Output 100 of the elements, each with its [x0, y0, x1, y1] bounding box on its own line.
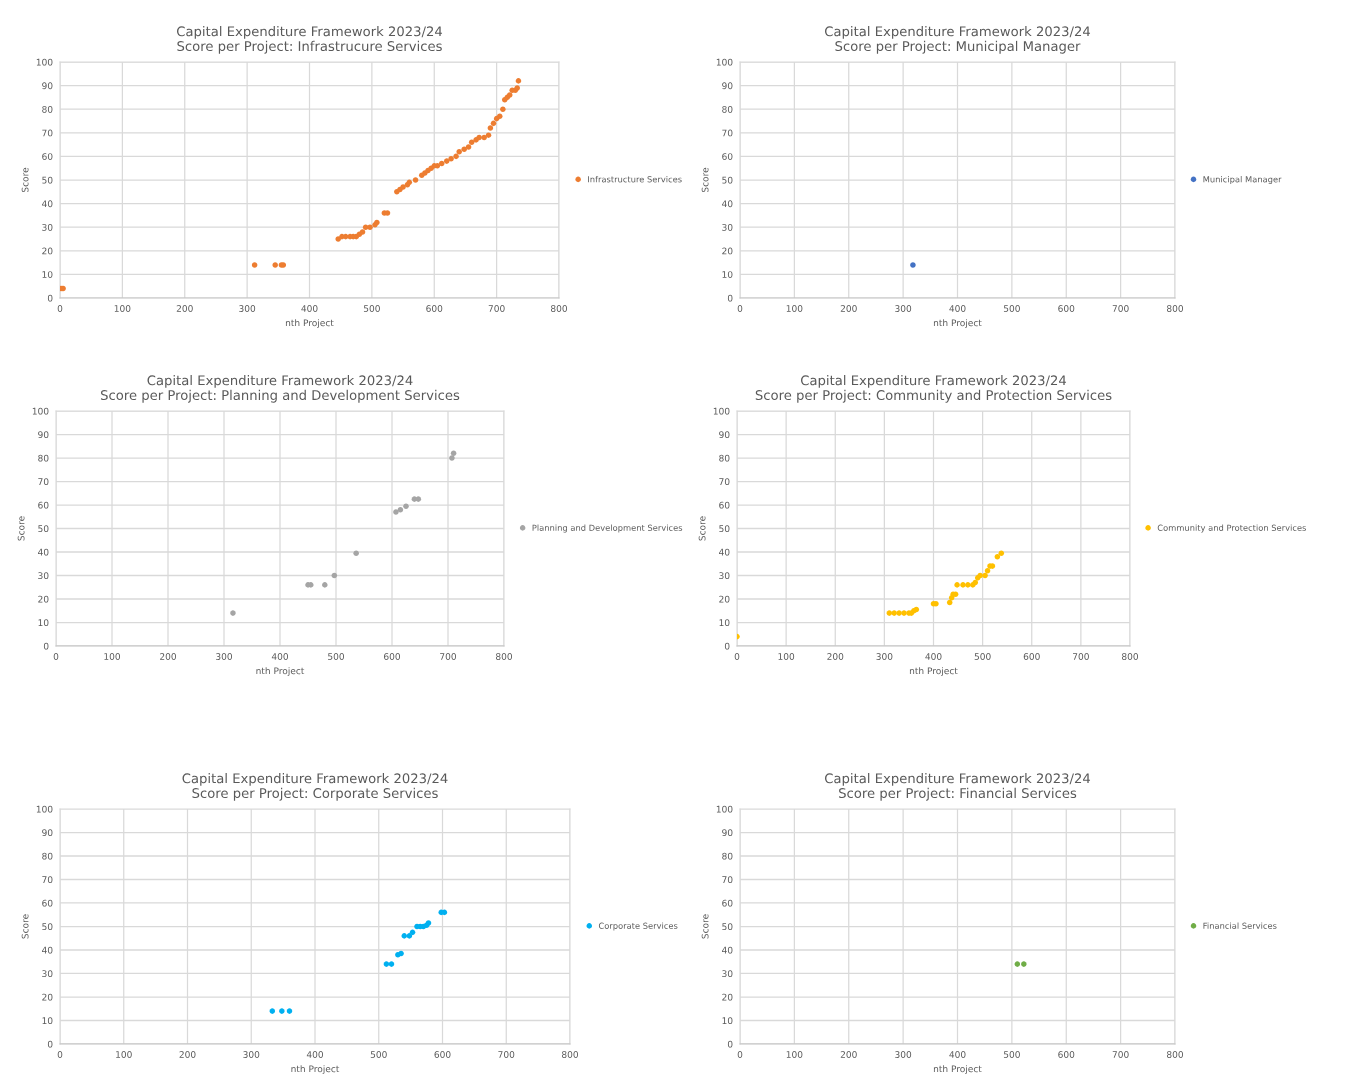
legend-label: Corporate Services — [598, 922, 678, 931]
x-tick-label: 800 — [551, 305, 568, 312]
x-tick-label: 500 — [974, 653, 991, 660]
x-tick-label: 800 — [1167, 1051, 1184, 1058]
y-tick-label: 30 — [722, 970, 733, 978]
x-tick-label: 500 — [328, 653, 345, 660]
y-tick-label: 80 — [719, 454, 730, 462]
y-tick-label: 80 — [42, 852, 53, 860]
y-tick-label: 100 — [36, 805, 53, 813]
x-tick-label: 100 — [104, 653, 121, 660]
x-axis-title: nth Project — [256, 667, 305, 676]
chart-title: Capital Expenditure Framework 2023/24 Score per Project: Infrastrucure Services — [176, 26, 443, 54]
legend-label: Municipal Manager — [1203, 175, 1282, 185]
y-tick-label: 50 — [722, 923, 733, 931]
y-tick-label: 100 — [36, 58, 53, 66]
x-tick-label: 600 — [384, 653, 401, 660]
y-axis-title: Score — [21, 914, 29, 939]
y-axis-title: Score — [21, 167, 29, 193]
x-tick-label: 600 — [1023, 653, 1040, 660]
y-axis-title: Score — [698, 516, 706, 541]
x-tick-label: 600 — [426, 305, 443, 312]
y-axis-title: Score — [701, 914, 709, 939]
chart-title: Capital Expenditure Framework 2023/24 Score per Project: Planning and Development Services — [101, 375, 460, 403]
y-tick-label: 70 — [722, 129, 733, 137]
y-tick-label: 10 — [719, 619, 730, 627]
y-tick-label: 70 — [42, 129, 53, 137]
x-tick-label: 0 — [737, 1051, 743, 1058]
y-tick-label: 100 — [32, 407, 49, 415]
x-tick-label: 700 — [498, 1051, 515, 1058]
x-tick-label: 200 — [840, 1051, 857, 1058]
x-tick-label: 0 — [737, 305, 743, 312]
y-tick-label: 10 — [722, 1017, 733, 1025]
y-tick-label: 90 — [722, 829, 733, 837]
y-tick-label: 90 — [42, 82, 53, 90]
x-tick-label: 400 — [271, 653, 289, 660]
x-tick-label: 400 — [949, 1051, 966, 1058]
x-tick-label: 600 — [1058, 1051, 1075, 1058]
x-axis-title: nth Project — [909, 667, 958, 676]
y-tick-label: 20 — [42, 247, 53, 255]
x-tick-label: 300 — [239, 305, 256, 312]
x-tick-label: 300 — [876, 653, 893, 660]
chart-title: Capital Expenditure Framework 2023/24 Score per Project: Community and Protection Services — [755, 375, 1112, 403]
y-tick-label: 70 — [42, 876, 53, 884]
x-tick-label: 0 — [734, 653, 740, 660]
y-tick-label: 10 — [42, 1017, 53, 1025]
y-tick-label: 20 — [722, 247, 733, 255]
x-tick-label: 200 — [179, 1051, 196, 1058]
y-tick-label: 70 — [722, 876, 733, 884]
y-tick-label: 40 — [719, 548, 730, 556]
y-tick-label: 20 — [38, 595, 49, 603]
y-tick-label: 40 — [722, 946, 733, 954]
x-tick-label: 500 — [1003, 305, 1020, 312]
y-tick-label: 40 — [38, 548, 49, 556]
x-tick-label: 800 — [496, 653, 513, 660]
x-axis-title: nth Project — [933, 1065, 982, 1074]
x-tick-label: 100 — [778, 653, 795, 660]
x-tick-label: 500 — [1003, 1051, 1020, 1058]
legend-label: Financial Services — [1203, 922, 1277, 929]
x-tick-label: 100 — [786, 1051, 803, 1058]
x-tick-label: 700 — [1112, 305, 1129, 312]
y-tick-label: 30 — [42, 970, 53, 978]
y-tick-label: 60 — [722, 153, 733, 160]
chart-title: Capital Expenditure Framework 2023/24 Score per Project: Municipal Manager — [824, 26, 1091, 54]
x-tick-label: 400 — [301, 305, 318, 312]
y-tick-label: 80 — [38, 454, 49, 462]
x-tick-label: 200 — [176, 305, 193, 312]
x-tick-label: 600 — [1058, 305, 1075, 312]
x-tick-label: 500 — [363, 305, 380, 312]
x-tick-label: 0 — [57, 1051, 63, 1058]
y-tick-label: 30 — [722, 223, 733, 231]
y-tick-label: 60 — [719, 501, 730, 509]
y-tick-label: 40 — [42, 946, 53, 954]
legend-label: Community and Protection Services — [1157, 524, 1307, 533]
chart-title: Capital Expenditure Framework 2023/24 Score per Project: Financial Services — [824, 773, 1091, 801]
y-tick-label: 70 — [719, 478, 730, 486]
x-tick-label: 700 — [1073, 653, 1089, 660]
y-tick-label: 100 — [716, 805, 733, 813]
x-tick-label: 100 — [116, 1051, 132, 1058]
y-axis-title: Score — [701, 167, 709, 193]
x-tick-label: 800 — [562, 1051, 579, 1058]
x-tick-label: 200 — [160, 653, 177, 660]
x-tick-label: 300 — [895, 305, 912, 312]
y-tick-label: 0 — [43, 642, 49, 650]
x-tick-label: 100 — [114, 305, 131, 312]
x-tick-label: 300 — [895, 1051, 912, 1058]
y-tick-label: 0 — [724, 642, 730, 650]
y-tick-label: 50 — [719, 525, 730, 533]
y-tick-label: 30 — [719, 572, 730, 580]
x-tick-label: 400 — [949, 305, 966, 312]
y-tick-label: 20 — [719, 595, 730, 603]
y-tick-label: 70 — [38, 478, 49, 486]
y-tick-label: 50 — [38, 525, 49, 533]
y-tick-label: 90 — [719, 431, 730, 439]
y-tick-label: 20 — [722, 993, 733, 1001]
x-tick-label: 200 — [827, 653, 844, 660]
y-tick-label: 0 — [47, 294, 53, 302]
x-tick-label: 300 — [216, 653, 233, 660]
y-tick-label: 100 — [716, 58, 733, 66]
y-tick-label: 90 — [38, 431, 49, 439]
y-tick-label: 60 — [42, 153, 53, 160]
